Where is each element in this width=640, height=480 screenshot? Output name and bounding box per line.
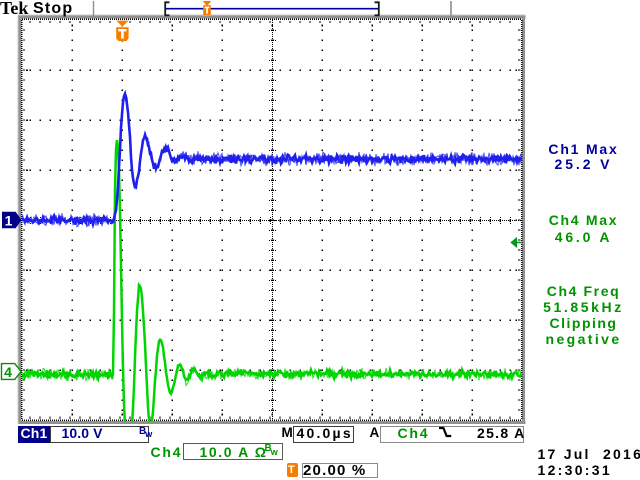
svg-text:4: 4 — [4, 364, 12, 380]
svg-text:1: 1 — [5, 213, 13, 229]
